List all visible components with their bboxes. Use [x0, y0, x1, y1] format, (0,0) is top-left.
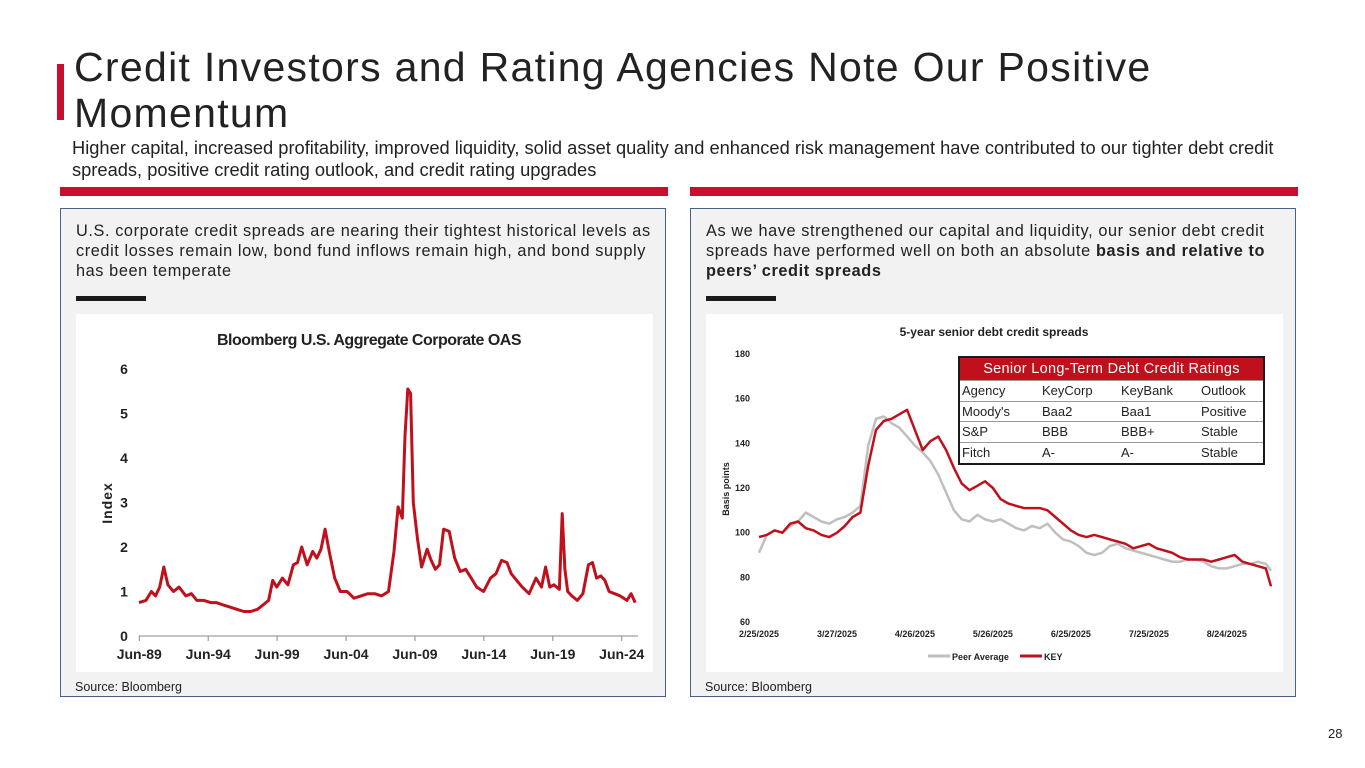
right-header-rule	[690, 187, 1298, 196]
left-panel-divider	[76, 296, 146, 301]
x-tick-label: Jun-94	[186, 646, 231, 662]
table-cell: Baa1	[1119, 400, 1199, 422]
spreads-chart-ylabel: Basis points	[721, 462, 731, 516]
x-tick-label: 6/25/2025	[1051, 629, 1091, 639]
table-cell: Positive	[1199, 400, 1263, 422]
x-tick-label: Jun-04	[323, 646, 368, 662]
table-cell: A-	[1040, 441, 1119, 463]
x-tick-label: Jun-09	[392, 646, 437, 662]
right-source-note: Source: Bloomberg	[705, 680, 813, 694]
table-header-row: Agency KeyCorp KeyBank Outlook	[960, 380, 1263, 401]
table-row: S&P BBB BBB+ Stable	[960, 421, 1263, 442]
oas-chart-ylabel: Index	[99, 482, 115, 524]
page-subtitle: Higher capital, increased profitability,…	[72, 137, 1274, 180]
right-panel-text-plain: As we have strengthened our capital and …	[706, 222, 1265, 260]
legend-label-peer-average: Peer Average	[952, 652, 1009, 662]
y-tick-label: 120	[735, 483, 750, 493]
oas-chart: Bloomberg U.S. Aggregate Corporate OAS I…	[99, 332, 645, 662]
x-tick-label: 4/26/2025	[895, 629, 935, 639]
x-tick-label: Jun-19	[530, 646, 575, 662]
x-tick-label: Jun-89	[117, 646, 162, 662]
y-tick-label: 4	[120, 450, 128, 466]
credit-ratings-grid: Agency KeyCorp KeyBank Outlook Moody's B…	[960, 380, 1263, 463]
spreads-chart-container: 5-year senior debt credit spreads Basis …	[706, 314, 1283, 672]
table-header-cell: Agency	[960, 380, 1040, 401]
page-title: Credit Investors and Rating Agencies Not…	[74, 44, 1152, 136]
left-panel-text: U.S. corporate credit spreads are nearin…	[76, 222, 651, 280]
page-number: 28	[1328, 726, 1343, 741]
table-header-cell: Outlook	[1199, 380, 1263, 401]
spreads-chart-title: 5-year senior debt credit spreads	[900, 325, 1089, 339]
table-header-cell: KeyCorp	[1040, 380, 1119, 401]
y-tick-label: 2	[120, 539, 128, 555]
spreads-chart-legend: Peer Average KEY	[928, 652, 1063, 662]
right-panel: As we have strengthened our capital and …	[690, 208, 1296, 697]
table-cell: Baa2	[1040, 400, 1119, 422]
credit-ratings-title: Senior Long-Term Debt Credit Ratings	[960, 358, 1263, 380]
table-cell: Fitch	[960, 441, 1040, 463]
right-panel-text: As we have strengthened our capital and …	[706, 221, 1286, 281]
table-cell: Stable	[1199, 421, 1263, 442]
y-tick-label: 60	[740, 617, 750, 627]
oas-chart-container: Bloomberg U.S. Aggregate Corporate OAS I…	[76, 314, 653, 672]
y-tick-label: 140	[735, 438, 750, 448]
spreads-chart: 5-year senior debt credit spreads Basis …	[721, 325, 1273, 662]
x-tick-label: 7/25/2025	[1129, 629, 1169, 639]
left-header-rule	[60, 187, 668, 196]
right-panel-text-bold: basis and relative to peers’ credit spre…	[706, 242, 1266, 280]
right-panel-divider	[706, 296, 776, 301]
oas-chart-title: Bloomberg U.S. Aggregate Corporate OAS	[217, 332, 522, 349]
y-tick-label: 1	[120, 584, 128, 600]
y-tick-label: 0	[120, 628, 128, 644]
legend-label-key: KEY	[1044, 652, 1063, 662]
table-cell: BBB	[1040, 421, 1119, 442]
x-tick-label: Jun-24	[599, 646, 644, 662]
y-tick-label: 6	[120, 361, 128, 377]
table-cell: A-	[1119, 441, 1199, 463]
table-header-cell: KeyBank	[1119, 380, 1199, 401]
x-tick-label: Jun-14	[461, 646, 506, 662]
x-tick-label: Jun-99	[255, 646, 300, 662]
y-tick-label: 180	[735, 349, 750, 359]
table-row: Moody's Baa2 Baa1 Positive	[960, 400, 1263, 422]
y-tick-label: 160	[735, 394, 750, 404]
table-cell: BBB+	[1119, 421, 1199, 442]
left-panel: U.S. corporate credit spreads are nearin…	[60, 208, 666, 697]
table-cell: S&P	[960, 421, 1040, 442]
x-tick-label: 2/25/2025	[739, 629, 779, 639]
y-tick-label: 3	[120, 495, 128, 511]
title-accent-bar	[57, 64, 64, 120]
table-cell: Stable	[1199, 441, 1263, 463]
oas-series-line	[138, 387, 637, 613]
key-series-line	[758, 408, 1273, 587]
x-tick-label: 3/27/2025	[817, 629, 857, 639]
x-tick-label: 5/26/2025	[973, 629, 1013, 639]
table-cell: Moody's	[960, 400, 1040, 422]
y-tick-label: 100	[735, 528, 750, 538]
y-tick-label: 80	[740, 572, 750, 582]
y-tick-label: 5	[120, 406, 128, 422]
credit-ratings-table: Senior Long-Term Debt Credit Ratings Age…	[958, 356, 1265, 465]
x-tick-label: 8/24/2025	[1207, 629, 1247, 639]
left-source-note: Source: Bloomberg	[75, 680, 183, 694]
table-row: Fitch A- A- Stable	[960, 441, 1263, 463]
